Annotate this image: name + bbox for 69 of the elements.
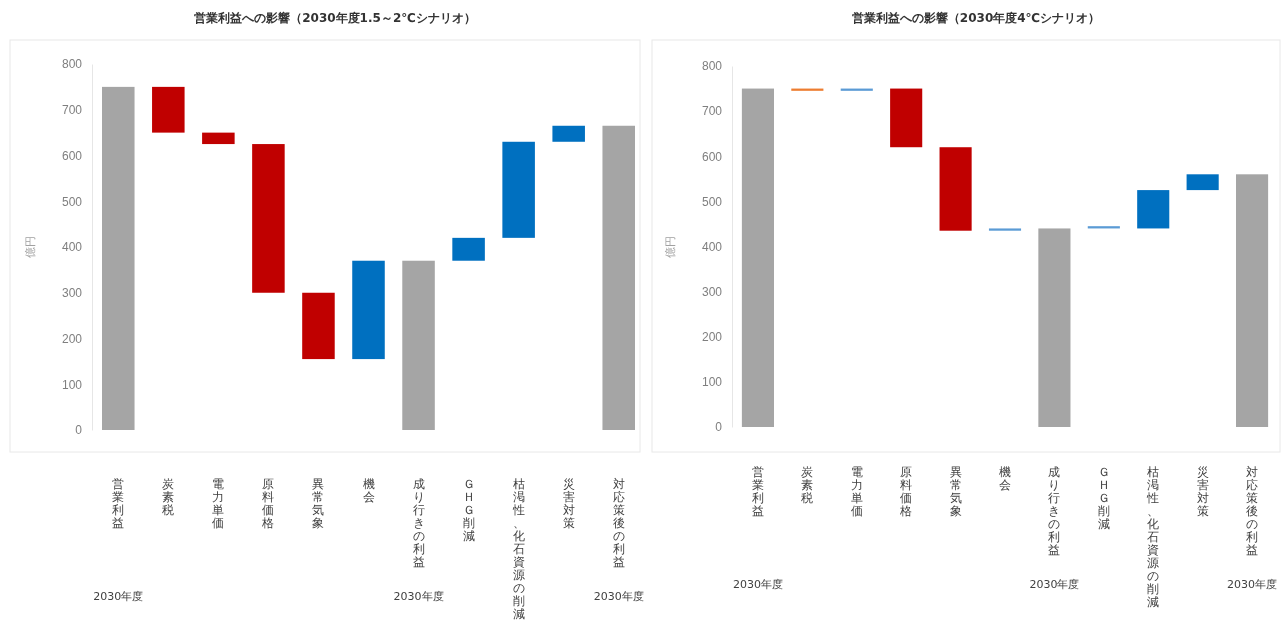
y-tick-label: 600 <box>701 149 723 164</box>
x-tick-label: 成り行きの利益 <box>412 477 425 569</box>
x-tick-label: 原料価格 <box>261 477 275 530</box>
bar <box>502 141 535 238</box>
y-tick-label: 0 <box>715 420 723 435</box>
chart-title: 営業利益への影響（2030年度4℃シナリオ） <box>851 11 1101 25</box>
y-tick-label: 200 <box>701 330 723 345</box>
x-tick-label: 電力単価 <box>850 465 863 518</box>
y-tick-label: 400 <box>61 240 83 255</box>
bar <box>1186 174 1219 191</box>
y-tick-label: 200 <box>61 331 83 346</box>
bar <box>890 88 923 148</box>
bar <box>988 228 1022 231</box>
bar <box>1137 190 1170 229</box>
category-label: 枯渇性、化石資源の削減 <box>1147 465 1160 609</box>
x-tick-label: ＧＨＧ削減 <box>1097 465 1110 531</box>
text: 2030年度 <box>93 590 144 603</box>
y-axis-title: 億円 <box>24 236 37 258</box>
x-tick-label: 電力単価 <box>212 477 225 530</box>
bar <box>1236 174 1269 427</box>
x-tick-label: 原料価格 <box>899 465 913 518</box>
bar <box>452 237 485 261</box>
x-tick-label: 営業利益 <box>751 465 764 518</box>
y-tick-label: 300 <box>701 284 723 299</box>
category-label: 枯渇性、化石資源の削減 <box>512 477 525 621</box>
x-tick-label: 営業利益 <box>112 477 125 530</box>
y-tick-label: 500 <box>61 194 83 209</box>
bar <box>939 147 972 231</box>
y-tick-label: 400 <box>701 239 723 254</box>
text: 2030年度 <box>732 578 783 591</box>
text: 2030年度 <box>393 590 444 603</box>
x-tick-label: 異常気象 <box>312 477 325 530</box>
x-tick-label: 対応策後の利益 <box>612 477 625 569</box>
bar <box>202 132 235 145</box>
y-tick-label: 800 <box>701 59 723 74</box>
bar <box>402 260 435 430</box>
x-tick-label: 機会 <box>999 465 1011 492</box>
y-tick-label: 700 <box>61 103 83 118</box>
y-axis-title: 億円 <box>664 235 677 258</box>
x-tick-label: 炭素税 <box>162 477 175 517</box>
bar <box>352 260 385 360</box>
x-tick-label: 異常気象 <box>949 465 962 518</box>
x-tick-label: 炭素税 <box>801 465 814 505</box>
y-tick-label: 300 <box>61 286 83 301</box>
text: 2030年度 <box>1227 578 1278 591</box>
y-tick-label: 600 <box>61 148 83 163</box>
text: 2030年度 <box>1029 578 1080 591</box>
bar <box>252 144 285 293</box>
y-tick-label: 100 <box>701 375 723 390</box>
chart-title: 営業利益への影響（2030年度1.5～2℃シナリオ） <box>194 11 476 25</box>
bar <box>1038 228 1071 427</box>
bar <box>102 86 135 430</box>
x-tick-label: 機会 <box>362 477 375 504</box>
x-tick-label: 成り行きの利益 <box>1048 465 1061 557</box>
y-tick-label: 0 <box>75 423 83 438</box>
bar <box>152 86 185 133</box>
x-tick-label: 対応策後の利益 <box>1246 465 1259 557</box>
bar <box>552 125 585 142</box>
x-tick-label: 災害対策 <box>562 477 575 530</box>
bar <box>302 292 335 360</box>
bar <box>602 125 635 430</box>
x-tick-label: ＧＨＧ削減 <box>462 477 475 543</box>
bar <box>741 88 774 427</box>
y-tick-label: 800 <box>61 57 83 72</box>
text: 2030年度 <box>593 590 644 603</box>
y-tick-label: 700 <box>701 104 723 119</box>
x-tick-label: 災害対策 <box>1196 465 1209 518</box>
y-tick-label: 100 <box>61 377 83 392</box>
y-tick-label: 500 <box>701 194 723 209</box>
